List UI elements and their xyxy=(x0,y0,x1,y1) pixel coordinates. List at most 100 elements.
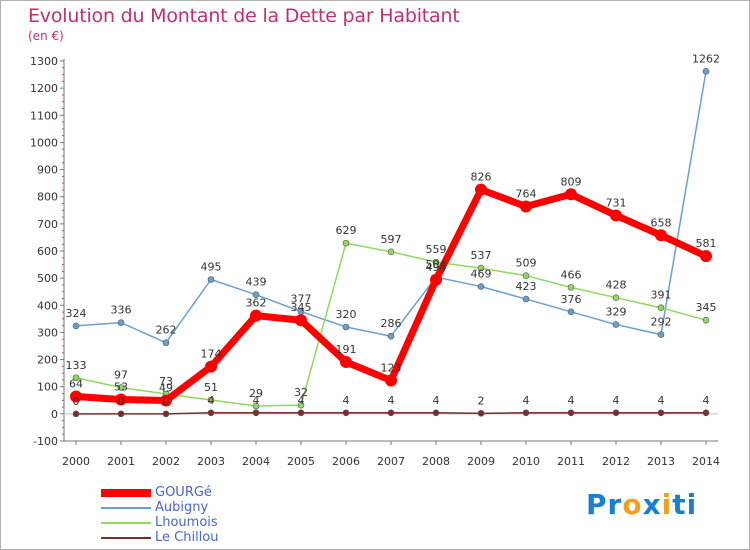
data-point xyxy=(387,409,395,417)
data-point xyxy=(702,68,710,75)
data-label: 4 xyxy=(658,394,665,407)
data-label: 629 xyxy=(336,224,357,237)
data-point xyxy=(252,409,260,417)
data-point xyxy=(612,409,620,417)
data-point xyxy=(160,394,172,407)
data-point xyxy=(567,284,575,291)
data-label: 174 xyxy=(201,348,222,361)
y-tick-label: 400 xyxy=(37,299,58,312)
legend-label: GOURGé xyxy=(155,485,212,500)
data-label: 32 xyxy=(294,386,308,399)
data-label: 345 xyxy=(696,301,717,314)
x-tick-label: 2005 xyxy=(287,455,315,468)
data-label: 329 xyxy=(606,306,627,319)
data-point xyxy=(72,374,80,382)
legend: GOURGé Aubigny Lhoumois Le Chillou xyxy=(101,485,301,545)
x-tick-label: 2002 xyxy=(152,455,180,468)
y-tick-label: 700 xyxy=(37,218,58,231)
logo-letter: i xyxy=(661,488,673,521)
data-label: 4 xyxy=(703,394,710,407)
logo-letter: r xyxy=(607,488,623,521)
data-label: 2 xyxy=(478,394,485,407)
chart-subtitle: (en €) xyxy=(28,29,64,43)
data-label: 376 xyxy=(561,293,582,306)
data-label: 320 xyxy=(336,308,357,321)
data-point xyxy=(477,283,485,290)
data-point xyxy=(430,273,442,286)
x-tick-label: 2000 xyxy=(62,455,90,468)
logo-letter: t xyxy=(672,488,687,521)
legend-label: Aubigny xyxy=(155,500,209,515)
data-label: 809 xyxy=(561,175,582,188)
data-label: 292 xyxy=(651,316,672,329)
proxiti-logo[interactable]: Proxiti xyxy=(586,488,697,521)
data-label: 29 xyxy=(249,387,263,400)
data-label: 537 xyxy=(471,249,492,262)
data-label: 123 xyxy=(381,361,402,374)
data-point xyxy=(657,304,665,312)
data-point xyxy=(207,409,215,417)
data-point xyxy=(70,390,82,403)
data-point xyxy=(477,264,485,272)
y-tick-label: 600 xyxy=(37,245,58,258)
legend-item: Lhoumois xyxy=(101,515,301,530)
y-tick-label: 900 xyxy=(37,164,58,177)
data-label: 495 xyxy=(201,261,222,274)
x-tick-label: 2013 xyxy=(647,455,675,468)
data-label: 53 xyxy=(114,380,128,393)
data-point xyxy=(252,291,260,299)
data-label: 4 xyxy=(388,394,395,407)
legend-label: Le Chillou xyxy=(155,530,219,545)
logo-letter: P xyxy=(586,488,608,521)
y-tick-label: 1100 xyxy=(30,109,58,122)
data-label: 4 xyxy=(568,394,575,407)
data-point xyxy=(72,410,80,418)
data-label: 4 xyxy=(208,394,215,407)
data-label: 49 xyxy=(159,382,173,395)
y-tick-label: 1000 xyxy=(30,136,58,149)
data-label: 559 xyxy=(426,243,447,256)
data-label: 4 xyxy=(298,394,305,407)
data-label: 504 xyxy=(426,258,447,271)
y-tick-label: 300 xyxy=(37,326,58,339)
legend-swatch xyxy=(101,507,151,509)
data-point xyxy=(340,356,352,369)
data-point xyxy=(522,409,530,417)
data-label: 509 xyxy=(516,257,537,270)
x-tick-label: 2007 xyxy=(377,455,405,468)
legend-swatch xyxy=(101,489,151,497)
data-label: 764 xyxy=(516,187,537,200)
data-label: 731 xyxy=(606,196,627,209)
data-label: 4 xyxy=(433,394,440,407)
data-label: 597 xyxy=(381,233,402,246)
data-label: 423 xyxy=(516,280,537,293)
data-label: 0 xyxy=(163,395,170,408)
legend-label: Lhoumois xyxy=(155,515,218,530)
data-point xyxy=(520,200,532,213)
data-point xyxy=(655,229,667,242)
x-tick-label: 2006 xyxy=(332,455,360,468)
y-tick-label: 200 xyxy=(37,354,58,367)
legend-swatch xyxy=(101,522,151,524)
y-tick-label: 100 xyxy=(37,381,58,394)
x-tick-label: 2011 xyxy=(557,455,585,468)
data-label: 0 xyxy=(118,395,125,408)
data-label: 469 xyxy=(471,268,492,281)
legend-swatch xyxy=(101,537,151,539)
data-point xyxy=(342,409,350,417)
data-label: 64 xyxy=(69,377,83,390)
data-label: 286 xyxy=(381,317,402,330)
data-point xyxy=(117,410,125,418)
y-tick-label: -100 xyxy=(33,435,58,448)
data-label: 336 xyxy=(111,304,132,317)
data-point xyxy=(117,319,125,326)
legend-item: Aubigny xyxy=(101,500,301,515)
data-label: 133 xyxy=(66,359,87,372)
data-label: 51 xyxy=(204,381,218,394)
data-point xyxy=(162,410,170,418)
x-tick-label: 2014 xyxy=(692,455,720,468)
data-label: 377 xyxy=(291,293,312,306)
data-label: 581 xyxy=(696,237,717,250)
data-point xyxy=(207,396,215,404)
